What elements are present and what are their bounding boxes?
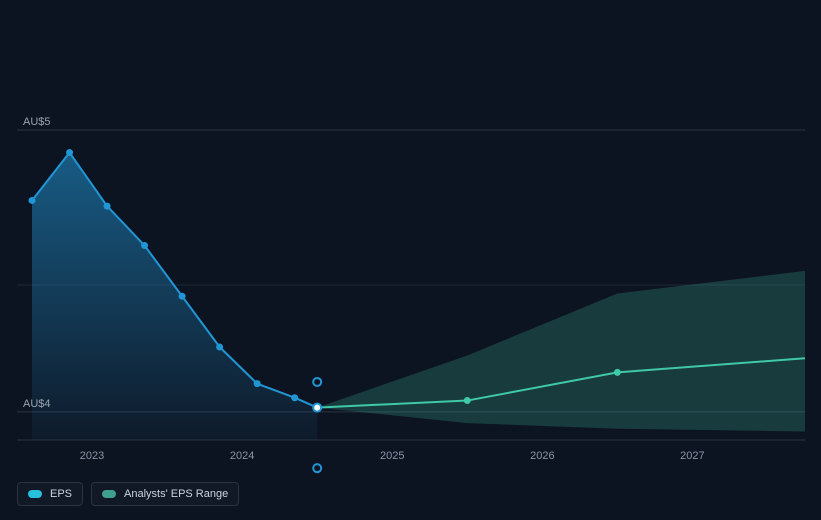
eps-chart: Jun 30 2024 EPSAU$4.015Analysts' EPS Ran… — [17, 0, 805, 520]
x-axis-label: 2027 — [680, 450, 704, 462]
actual-point[interactable] — [216, 344, 223, 351]
legend-swatch — [28, 490, 42, 498]
hover-marker — [313, 464, 321, 472]
actual-point[interactable] — [179, 293, 186, 300]
x-axis-label: 2023 — [80, 450, 104, 462]
legend-range[interactable]: Analysts' EPS Range — [91, 482, 239, 506]
chart-legend: EPS Analysts' EPS Range — [17, 482, 239, 506]
forecast-point[interactable] — [614, 369, 621, 376]
region-label-actual: Actual — [0, 148, 799, 162]
hover-marker — [313, 404, 321, 412]
chart-svg[interactable] — [17, 0, 805, 520]
legend-label: Analysts' EPS Range — [124, 488, 228, 500]
y-axis-label: AU$5 — [23, 116, 51, 128]
legend-label: EPS — [50, 488, 72, 500]
legend-swatch — [102, 490, 116, 498]
actual-point[interactable] — [104, 203, 111, 210]
actual-area — [32, 153, 317, 440]
x-axis-label: 2024 — [230, 450, 254, 462]
legend-eps[interactable]: EPS — [17, 482, 83, 506]
x-axis-label: 2026 — [530, 450, 554, 462]
hover-marker — [313, 378, 321, 386]
actual-point[interactable] — [254, 380, 261, 387]
forecast-point[interactable] — [464, 397, 471, 404]
actual-point[interactable] — [141, 242, 148, 249]
forecast-range-area — [317, 271, 805, 432]
actual-point[interactable] — [291, 394, 298, 401]
x-axis-label: 2025 — [380, 450, 404, 462]
y-axis-label: AU$4 — [23, 398, 51, 410]
actual-point[interactable] — [29, 197, 36, 204]
